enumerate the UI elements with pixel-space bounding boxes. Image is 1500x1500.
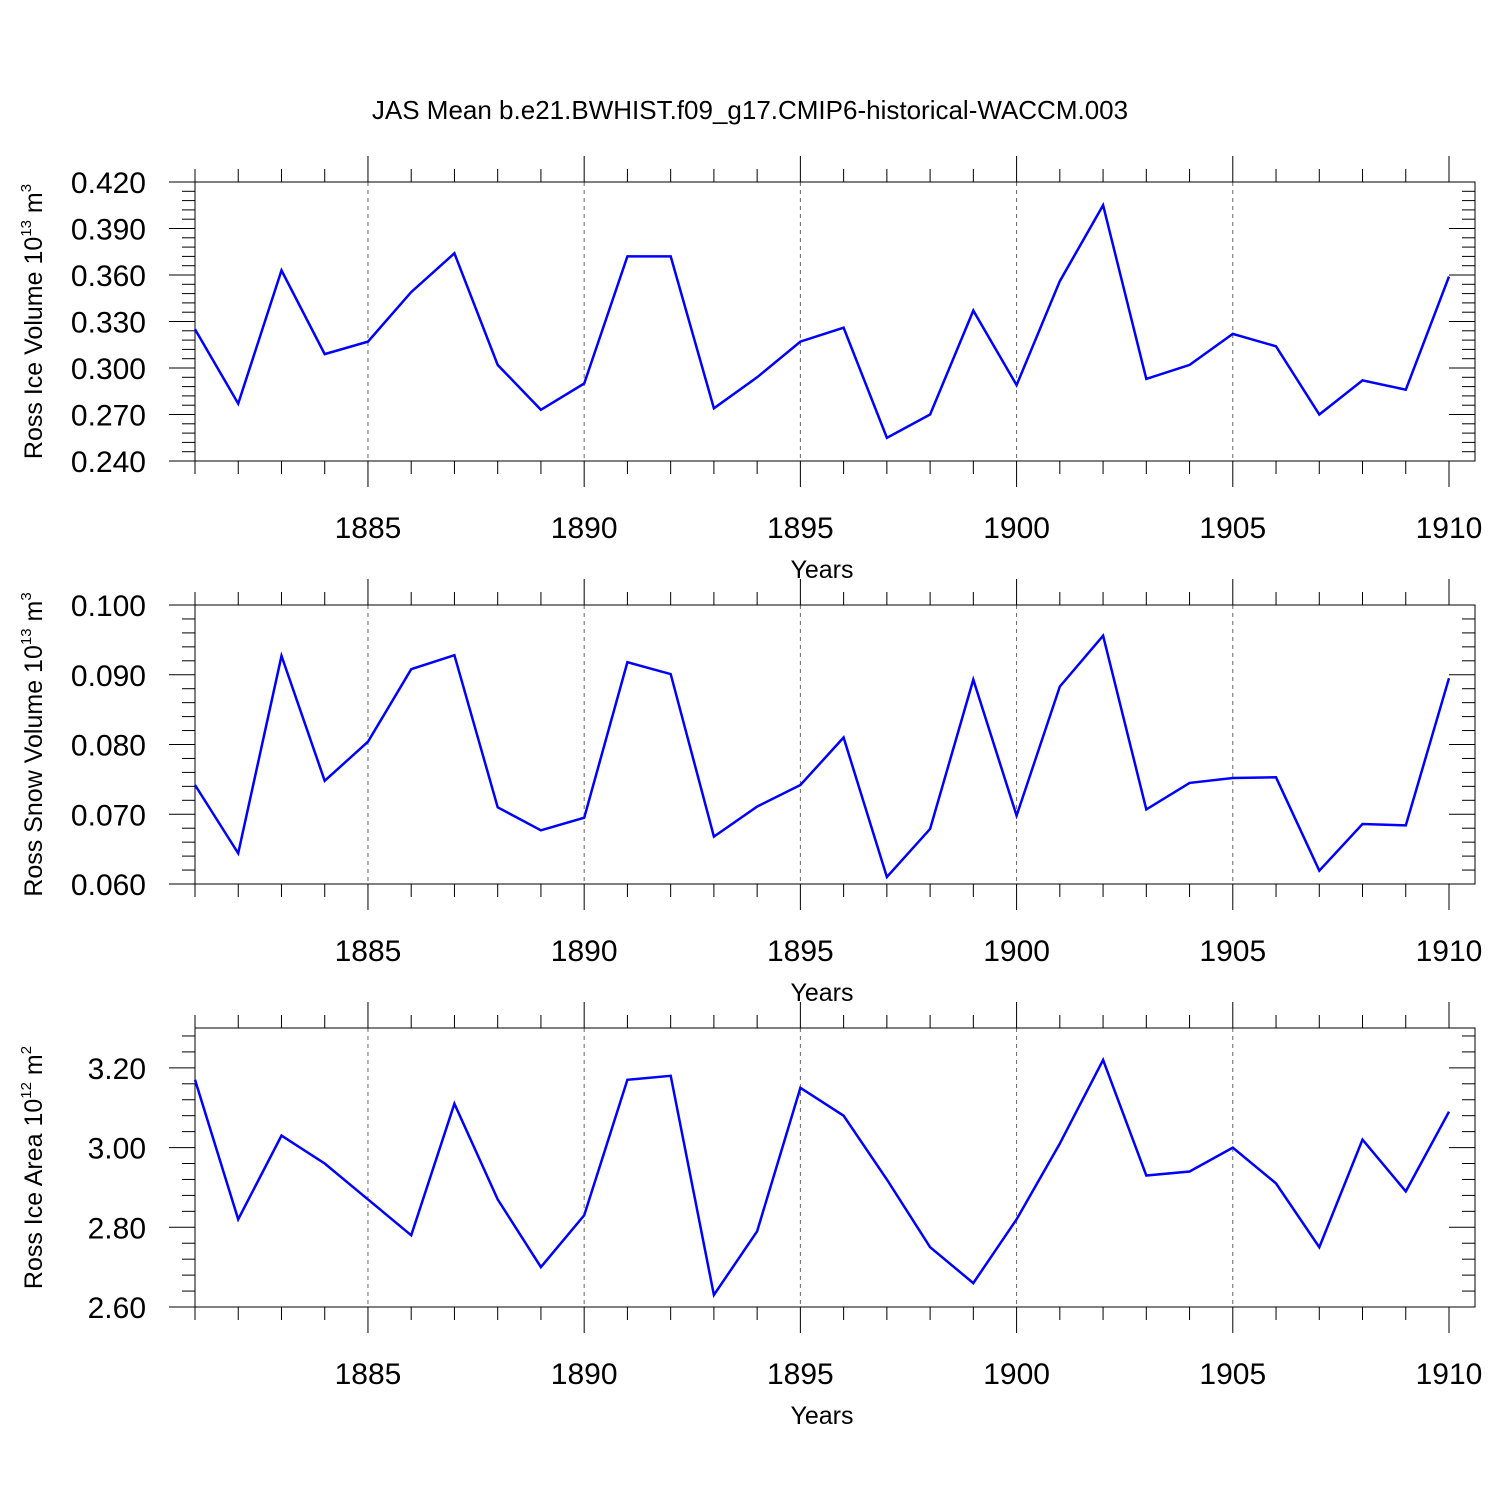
x-tick-label: 1905 (1199, 1358, 1266, 1391)
x-axis-title: Years (790, 556, 853, 584)
y-tick-label: 0.390 (71, 214, 146, 247)
x-tick-label: 1910 (1416, 935, 1483, 968)
y-axis-title: Ross Ice Area 1012 m2 (18, 1046, 48, 1289)
chart-panel-2: 0.060 0.070 0.080 0.090 0.100 1885 1890 1895 190… (18, 579, 1482, 1007)
y-tick-label: 0.090 (71, 660, 146, 693)
x-tick-label: 1895 (767, 512, 834, 545)
y-tick-label: 0.080 (71, 730, 146, 763)
x-axis-title: Years (790, 979, 853, 1007)
chart-panel-1: 0.240 0.270 0.300 0.330 0.360 0.390 0.420 1885 1… (18, 156, 1482, 584)
plot-frame (194, 604, 1476, 885)
y-tick-label: 0.420 (71, 167, 146, 200)
x-tick-label: 1905 (1199, 512, 1266, 545)
y-tick-label: 3.20 (88, 1053, 146, 1086)
series-line (193, 201, 1451, 440)
y-tick-label: 0.360 (71, 260, 146, 293)
y-tick-label: 3.00 (88, 1133, 146, 1166)
figure-title: JAS Mean b.e21.BWHIST.f09_g17.CMIP6-hist… (372, 95, 1128, 125)
x-tick-label: 1885 (335, 512, 402, 545)
x-tick-label: 1900 (983, 935, 1050, 968)
y-tick-label: 0.060 (71, 869, 146, 902)
series-line (193, 1056, 1451, 1299)
y-tick-label: 0.100 (71, 590, 146, 623)
y-tick-label: 2.60 (88, 1292, 146, 1325)
y-tick-label: 0.270 (71, 400, 146, 433)
x-tick-label: 1890 (551, 935, 618, 968)
plot-frame (194, 1027, 1476, 1308)
x-tick-label: 1900 (983, 1358, 1050, 1391)
x-tick-label: 1885 (335, 935, 402, 968)
x-tick-label: 1905 (1199, 935, 1266, 968)
y-tick-label: 0.240 (71, 446, 146, 479)
x-tick-label: 1885 (335, 1358, 402, 1391)
y-tick-label: 0.070 (71, 799, 146, 832)
y-tick-label: 0.330 (71, 307, 146, 340)
x-tick-label: 1890 (551, 1358, 618, 1391)
chart-panel-3: 2.60 2.80 3.00 3.20 1885 1890 1895 1900 1905 1910… (18, 1002, 1482, 1430)
y-tick-label: 0.300 (71, 353, 146, 386)
x-tick-label: 1910 (1416, 512, 1483, 545)
y-tick-label: 2.80 (88, 1212, 146, 1245)
x-tick-label: 1890 (551, 512, 618, 545)
y-axis-title: Ross Ice Volume 1013 m3 (18, 184, 48, 459)
y-axis-title: Ross Snow Volume 1013 m3 (18, 592, 48, 896)
x-axis-title: Years (790, 1402, 853, 1430)
x-tick-label: 1895 (767, 1358, 834, 1391)
x-tick-label: 1900 (983, 512, 1050, 545)
x-tick-label: 1910 (1416, 1358, 1483, 1391)
panels: 0.240 0.270 0.300 0.330 0.360 0.390 0.420 1885 1… (18, 156, 1482, 1430)
x-tick-label: 1895 (767, 935, 834, 968)
series-line (193, 633, 1451, 880)
